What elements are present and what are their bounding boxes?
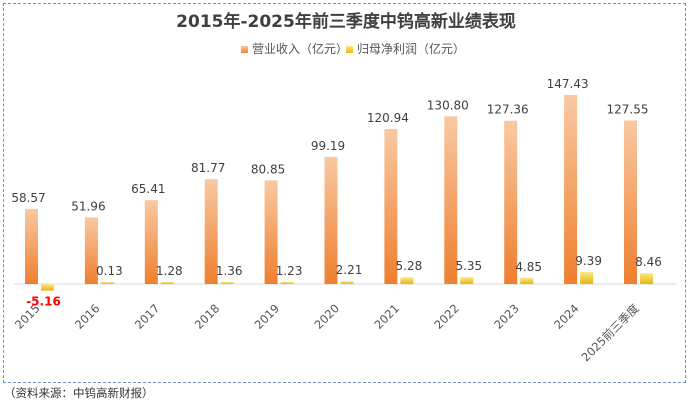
bar-profit-5 <box>340 281 354 284</box>
label-revenue-7: 130.80 <box>427 98 469 112</box>
bar-profit-6 <box>400 277 414 284</box>
tick-label-10: 2025前三季度 <box>578 301 641 364</box>
bar-revenue-0 <box>25 208 38 284</box>
bar-revenue-9 <box>564 95 578 284</box>
tick-label-4: 2019 <box>252 301 283 332</box>
bar-revenue-8 <box>504 120 518 284</box>
label-profit-5: 2.21 <box>336 263 363 277</box>
bar-profit-2 <box>160 282 174 284</box>
bar-profit-1 <box>100 282 114 284</box>
chart-frame <box>3 3 686 383</box>
label-profit-4: 1.23 <box>276 264 303 278</box>
label-revenue-9: 147.43 <box>547 77 589 91</box>
label-profit-6: 5.28 <box>396 259 423 273</box>
legend-swatch-revenue <box>241 46 248 53</box>
bar-profit-0 <box>41 284 54 291</box>
tick-label-5: 2020 <box>312 301 343 332</box>
legend-swatch-profit <box>346 46 353 53</box>
chart-title: 2015年-2025年前三季度中钨高新业绩表现 <box>176 11 516 32</box>
label-revenue-1: 51.96 <box>71 199 105 213</box>
label-profit-0: -5.16 <box>26 295 61 309</box>
label-revenue-2: 65.41 <box>131 182 165 196</box>
bar-revenue-5 <box>324 156 338 284</box>
bar-revenue-1 <box>84 217 98 284</box>
tick-label-6: 2021 <box>371 301 402 332</box>
bar-revenue-4 <box>264 180 278 284</box>
legend-label-profit: 归母净利润（亿元） <box>357 41 465 56</box>
label-revenue-3: 81.77 <box>191 161 225 175</box>
bar-revenue-2 <box>144 200 158 284</box>
label-profit-8: 4.85 <box>515 260 542 274</box>
bar-profit-3 <box>220 282 234 284</box>
label-revenue-0: 58.57 <box>11 191 45 205</box>
label-profit-9: 9.39 <box>575 254 602 268</box>
label-profit-1: 0.13 <box>96 264 123 278</box>
source-note: （资料来源：中钨高新财报） <box>4 386 154 400</box>
bar-profit-4 <box>280 282 294 284</box>
bar-revenue-10 <box>624 120 637 285</box>
label-revenue-5: 99.19 <box>311 139 345 153</box>
label-profit-10: 8.46 <box>635 255 662 269</box>
tick-label-7: 2022 <box>431 301 462 332</box>
bar-profit-10 <box>640 273 653 284</box>
bar-revenue-3 <box>204 179 218 284</box>
label-profit-2: 1.28 <box>156 264 183 278</box>
tick-label-1: 2016 <box>72 301 103 332</box>
label-revenue-8: 127.36 <box>487 103 529 117</box>
tick-label-8: 2023 <box>491 301 522 332</box>
tick-label-9: 2024 <box>551 301 582 332</box>
bar-profit-7 <box>460 277 474 284</box>
label-profit-3: 1.36 <box>216 264 243 278</box>
legend: 营业收入（亿元） 归母净利润（亿元） <box>241 41 465 56</box>
label-profit-7: 5.35 <box>455 259 482 273</box>
bar-revenue-6 <box>384 128 398 284</box>
tick-label-3: 2018 <box>192 301 223 332</box>
legend-label-revenue: 营业收入（亿元） <box>252 41 348 56</box>
tick-label-2: 2017 <box>132 301 163 332</box>
bar-profit-8 <box>520 277 534 284</box>
label-revenue-4: 80.85 <box>251 162 285 176</box>
plot-area: 58.57-5.16201551.960.13201665.411.282017… <box>11 77 676 364</box>
label-revenue-10: 127.55 <box>607 102 649 116</box>
bar-profit-9 <box>580 271 594 284</box>
bar-revenue-7 <box>444 116 458 285</box>
label-revenue-6: 120.94 <box>367 111 409 125</box>
